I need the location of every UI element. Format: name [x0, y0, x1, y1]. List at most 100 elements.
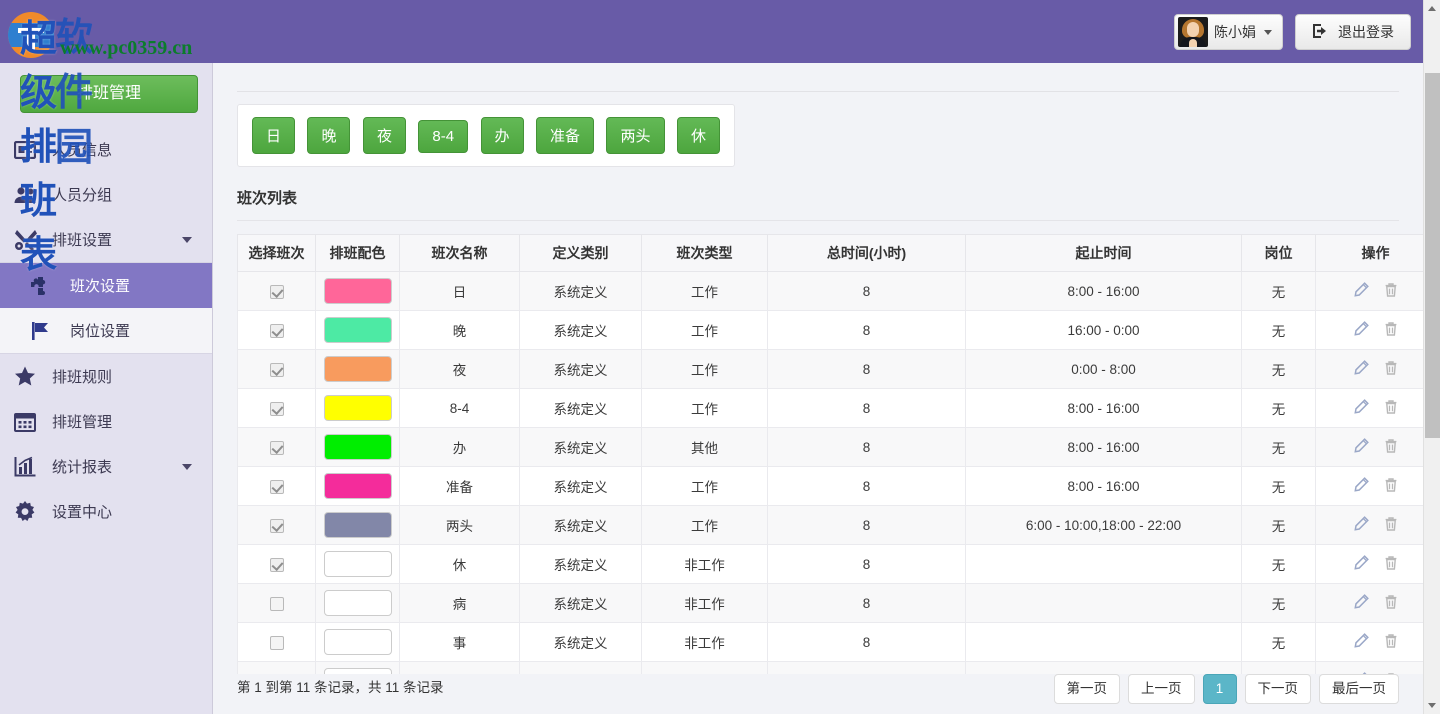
pagination-last[interactable]: 最后一页 [1319, 674, 1399, 704]
sidebar-item-personnel-info[interactable]: 人员信息 [0, 127, 212, 172]
shift-button-split[interactable]: 两头 [606, 117, 665, 154]
shift-button-day[interactable]: 日 [252, 117, 296, 154]
color-swatch[interactable] [323, 551, 392, 577]
cell-actions [1315, 466, 1423, 506]
trash-icon[interactable] [1383, 360, 1399, 376]
pencil-icon[interactable] [1353, 632, 1369, 649]
cell-hours: 8 [767, 349, 966, 389]
shift-button-evening[interactable]: 晚 [307, 117, 351, 154]
shift-button-office[interactable]: 办 [480, 117, 524, 154]
calendar-icon [14, 412, 48, 432]
table-row: 办系统定义 其他 8 8:00 - 16:00 无 [237, 427, 1423, 467]
cell-post: 无 [1241, 622, 1316, 662]
main-content: 日 晚 夜 8-4 办 准备 两头 休 班次列表 选择班次 排班配色 班次名称 … [213, 63, 1423, 714]
pagination-page-1[interactable]: 1 [1202, 674, 1237, 704]
sidebar-item-schedule-rules[interactable]: 排班规则 [0, 354, 212, 399]
scroll-down-icon[interactable] [1424, 697, 1440, 714]
shift-quick-buttons-panel: 日 晚 夜 8-4 办 准备 两头 休 [237, 104, 735, 167]
pagination-first[interactable]: 第一页 [1053, 674, 1120, 704]
trash-icon[interactable] [1383, 594, 1399, 610]
pencil-icon[interactable] [1353, 359, 1369, 376]
color-swatch[interactable] [323, 278, 392, 304]
col-define-category: 定义类别 [519, 234, 642, 272]
schedule-management-button[interactable]: 排班管理 [20, 75, 198, 113]
trash-icon[interactable] [1383, 516, 1399, 532]
color-swatch[interactable] [323, 317, 392, 343]
scroll-up-icon[interactable] [1424, 0, 1440, 17]
sidebar-item-statistics-report[interactable]: 统计报表 [0, 444, 212, 489]
cell-hours: 8 [767, 583, 966, 623]
pagination-prev[interactable]: 上一页 [1128, 674, 1195, 704]
shift-button-night[interactable]: 夜 [362, 117, 406, 154]
sidebar-item-schedule-settings[interactable]: 排班设置 [0, 217, 212, 262]
cell-category: 系统定义 [519, 427, 642, 467]
pencil-icon[interactable] [1353, 515, 1369, 532]
star-icon [14, 366, 48, 387]
top-header-bar: 陈小娟 退出登录 [0, 0, 1423, 63]
pagination: 第一页 上一页 1 下一页 最后一页 [1053, 674, 1399, 704]
pencil-icon[interactable] [1353, 398, 1369, 415]
trash-icon[interactable] [1383, 282, 1399, 298]
cell-time-range [965, 544, 1242, 584]
pagination-next[interactable]: 下一页 [1244, 674, 1311, 704]
color-swatch[interactable] [323, 434, 392, 460]
color-swatch[interactable] [323, 629, 392, 655]
row-checkbox[interactable] [269, 401, 284, 416]
sidebar-item-schedule-management[interactable]: 排班管理 [0, 399, 212, 444]
col-shift-type: 班次类型 [641, 234, 768, 272]
trash-icon[interactable] [1383, 399, 1399, 415]
logout-label: 退出登录 [1338, 24, 1394, 40]
cell-post: 无 [1241, 388, 1316, 428]
row-checkbox[interactable] [269, 557, 284, 572]
pencil-icon[interactable] [1353, 554, 1369, 571]
cell-select [237, 388, 316, 428]
trash-icon[interactable] [1383, 438, 1399, 454]
pencil-icon[interactable] [1353, 437, 1369, 454]
user-menu-button[interactable]: 陈小娟 [1174, 14, 1283, 50]
row-checkbox[interactable] [269, 518, 284, 533]
sidebar-item-personnel-group[interactable]: 人员分组 [0, 172, 212, 217]
shift-button-rest[interactable]: 休 [676, 117, 720, 154]
color-swatch[interactable] [323, 356, 392, 382]
cell-hours: 8 [767, 271, 966, 311]
cell-shift-type: 工作 [641, 505, 768, 545]
row-checkbox[interactable] [269, 479, 284, 494]
row-checkbox[interactable] [269, 284, 284, 299]
cell-select [237, 271, 316, 311]
sidebar-subitem-label: 岗位设置 [70, 323, 131, 340]
row-checkbox[interactable] [269, 596, 284, 611]
pencil-icon[interactable] [1353, 281, 1369, 298]
col-post: 岗位 [1241, 234, 1316, 272]
cell-hours: 8 [767, 427, 966, 467]
sidebar-item-label: 人员分组 [52, 187, 113, 204]
scrollbar-thumb[interactable] [1425, 73, 1440, 438]
pencil-icon[interactable] [1353, 593, 1369, 610]
row-checkbox[interactable] [269, 440, 284, 455]
sidebar-item-settings-center[interactable]: 设置中心 [0, 489, 212, 534]
color-swatch[interactable] [323, 473, 392, 499]
shift-button-prepare[interactable]: 准备 [536, 117, 595, 154]
trash-icon[interactable] [1383, 321, 1399, 337]
trash-icon[interactable] [1383, 477, 1399, 493]
logout-button[interactable]: 退出登录 [1295, 14, 1411, 50]
page-scrollbar[interactable] [1423, 0, 1440, 714]
color-swatch[interactable] [323, 590, 392, 616]
cell-time-range: 16:00 - 0:00 [965, 310, 1242, 350]
cell-time-range: 8:00 - 16:00 [965, 466, 1242, 506]
sidebar-item-post-settings[interactable]: 岗位设置 [0, 308, 212, 353]
shift-button-8-4[interactable]: 8-4 [418, 120, 469, 153]
pencil-icon[interactable] [1353, 476, 1369, 493]
pencil-icon[interactable] [1353, 320, 1369, 337]
trash-icon[interactable] [1383, 555, 1399, 571]
color-swatch[interactable] [323, 512, 392, 538]
sidebar-item-shift-settings[interactable]: 班次设置 [0, 263, 212, 308]
row-checkbox[interactable] [269, 635, 284, 650]
sidebar-item-label: 排班规则 [52, 369, 113, 386]
color-swatch[interactable] [323, 395, 392, 421]
trash-icon[interactable] [1383, 633, 1399, 649]
row-checkbox[interactable] [269, 323, 284, 338]
cell-shift-type: 工作 [641, 310, 768, 350]
table-row: 两头 系统定义 工作 8 6:00 - 10:00,18:00 - 22:00 无 [237, 505, 1423, 545]
row-checkbox[interactable] [269, 362, 284, 377]
